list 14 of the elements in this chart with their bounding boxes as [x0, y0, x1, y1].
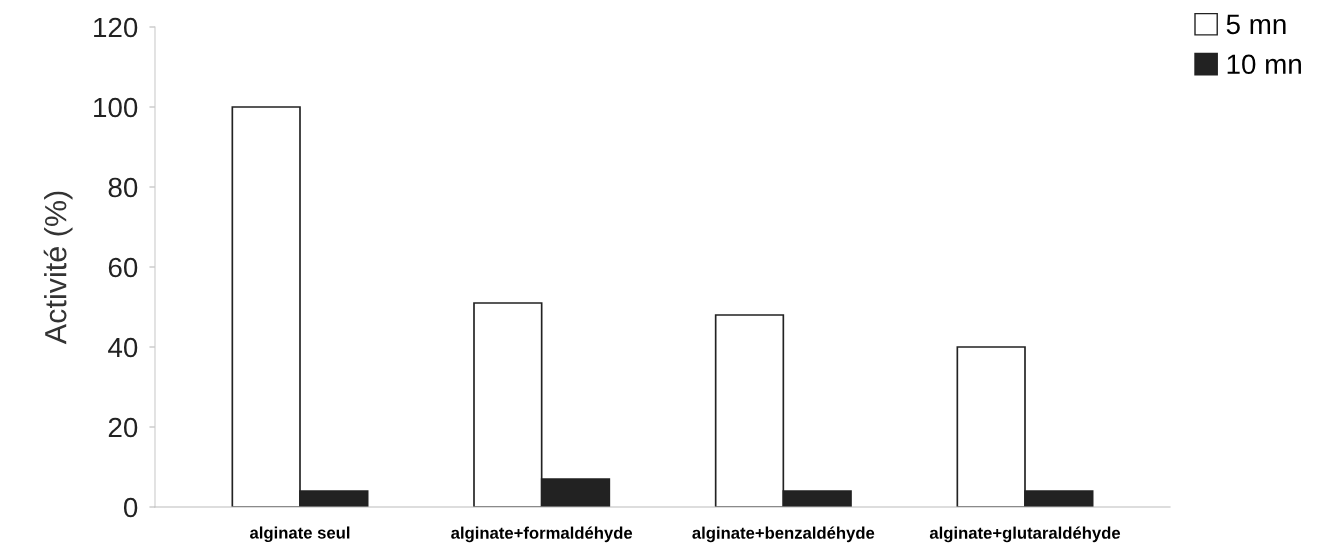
y-tick-label: 80: [108, 177, 138, 198]
y-tick-label: 0: [123, 497, 138, 518]
y-tick-label: 60: [108, 257, 138, 278]
legend-label: 10 mn: [1227, 54, 1301, 75]
y-tick-label: 20: [108, 417, 138, 438]
x-tick-label: alginate seul: [250, 526, 350, 543]
y-tick-label: 100: [94, 97, 138, 118]
x-tick-label: alginate+formaldéhyde: [451, 526, 633, 543]
x-tick-label: alginate+benzaldéhyde: [692, 526, 875, 543]
y-tick-label: 120: [94, 17, 138, 38]
y-axis-title: Activité (%): [43, 191, 73, 345]
x-tick-label: alginate+glutaraldéhyde: [929, 526, 1121, 543]
legend-label: 5 mn: [1226, 14, 1286, 35]
y-tick-label: 40: [108, 337, 138, 358]
